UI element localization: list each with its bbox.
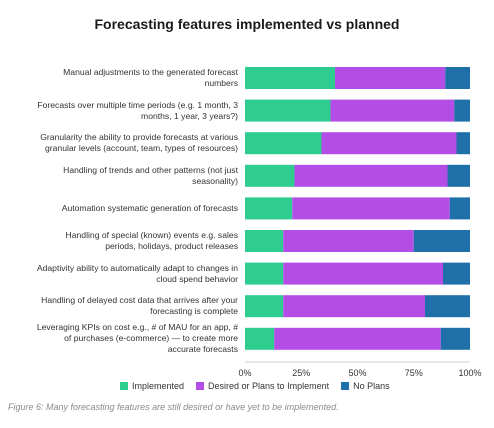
bar-segment-implemented bbox=[245, 295, 284, 318]
bar-segment-no-plans bbox=[440, 327, 470, 350]
bar-segment-desired bbox=[283, 230, 414, 252]
bar-segment-desired bbox=[321, 132, 457, 155]
bar-segment-implemented bbox=[245, 132, 322, 155]
bar-segment-desired bbox=[274, 327, 441, 350]
chart-legend: Implemented Desired or Plans to Implemen… bbox=[120, 381, 390, 391]
bar-segment-no-plans bbox=[447, 164, 470, 187]
bar-segment-implemented bbox=[245, 230, 284, 252]
legend-label-no-plans: No Plans bbox=[353, 381, 390, 391]
category-label: Handling of trends and other patterns (n… bbox=[63, 164, 238, 186]
bar-segment-no-plans bbox=[454, 99, 470, 122]
bar-segment-no-plans bbox=[443, 262, 470, 285]
bar-segment-no-plans bbox=[445, 67, 470, 89]
category-label: Granularity the ability to provide forec… bbox=[40, 132, 238, 154]
chart-title: Forecasting features implemented vs plan… bbox=[94, 16, 400, 32]
legend-item-desired: Desired or Plans to Implement bbox=[196, 381, 329, 391]
category-label: Adaptivity ability to automatically adap… bbox=[36, 262, 238, 284]
legend-swatch-implemented bbox=[120, 382, 128, 390]
bar-segment-implemented bbox=[245, 327, 275, 350]
x-tick-label: 100% bbox=[458, 368, 482, 378]
bar-segment-desired bbox=[330, 99, 455, 122]
x-tick-label: 75% bbox=[404, 368, 423, 378]
bar-segment-desired bbox=[335, 67, 446, 89]
bar-segment-implemented bbox=[245, 164, 295, 187]
bar-segment-no-plans bbox=[413, 230, 470, 252]
category-label: Handling of delayed cost data that arriv… bbox=[41, 295, 238, 317]
category-label: Handling of special (known) events e.g. … bbox=[65, 230, 238, 251]
legend-item-implemented: Implemented bbox=[120, 381, 184, 391]
category-label: Automation systematic generation of fore… bbox=[61, 202, 238, 213]
legend-swatch-no-plans bbox=[341, 382, 350, 390]
figure-caption: Figure 6: Many forecasting features are … bbox=[8, 402, 339, 412]
bar-segment-no-plans bbox=[425, 295, 470, 318]
legend-item-no-plans: No Plans bbox=[341, 381, 390, 391]
bar-segment-no-plans bbox=[449, 197, 470, 220]
legend-label-implemented: Implemented bbox=[132, 381, 185, 391]
x-tick-label: 25% bbox=[292, 368, 311, 378]
legend-swatch-desired bbox=[196, 382, 205, 390]
bar-segment-desired bbox=[283, 262, 443, 285]
category-label: Manual adjustments to the generated fore… bbox=[63, 67, 238, 88]
x-tick-label: 50% bbox=[348, 368, 367, 378]
bar-segment-desired bbox=[294, 164, 448, 187]
bar-segment-implemented bbox=[245, 197, 293, 220]
legend-label-desired: Desired or Plans to Implement bbox=[208, 381, 330, 391]
bar-segment-implemented bbox=[245, 99, 331, 122]
bar-segment-no-plans bbox=[456, 132, 470, 155]
category-label: Leveraging KPIs on cost e.g., # of MAU f… bbox=[36, 322, 238, 355]
category-label: Forecasts over multiple time periods (e.… bbox=[37, 99, 238, 121]
x-tick-label: 0% bbox=[238, 368, 252, 378]
bar-segment-implemented bbox=[245, 262, 284, 285]
bar-segment-desired bbox=[283, 295, 425, 318]
bar-segment-desired bbox=[292, 197, 450, 220]
bar-segment-implemented bbox=[245, 67, 335, 89]
